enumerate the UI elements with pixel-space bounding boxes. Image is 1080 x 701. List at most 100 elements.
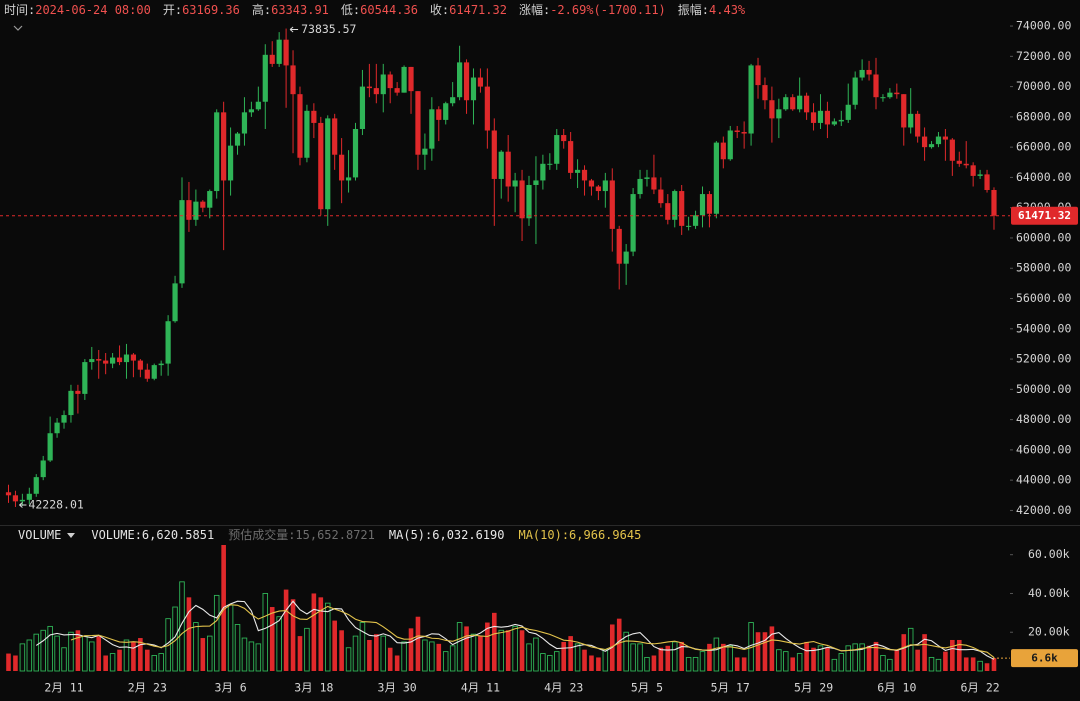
- volume-bar: [54, 635, 60, 672]
- volume-bar: [436, 643, 442, 671]
- volume-bar: [429, 641, 435, 672]
- volume-bar: [762, 632, 768, 671]
- volume-bar: [345, 647, 352, 672]
- volume-bar: [96, 636, 102, 671]
- volume-bar: [616, 618, 622, 671]
- candle-body: [352, 128, 359, 178]
- volume-bar: [186, 597, 192, 671]
- y-tick-label: 42000.00: [1016, 503, 1071, 517]
- volume-bar: [790, 657, 796, 671]
- estimate-legend-entry: 预估成交量:15,652.8721: [228, 528, 375, 542]
- header-label: 涨幅:: [518, 3, 551, 17]
- y-tick-label: 44000.00: [1016, 473, 1071, 487]
- max-arrow: [289, 26, 299, 33]
- candle-body: [332, 118, 338, 155]
- candle-body: [394, 88, 400, 93]
- candle-body: [470, 77, 477, 101]
- y-tick-label: 52000.00: [1016, 352, 1071, 366]
- candle-body: [797, 95, 803, 110]
- candle-body: [450, 97, 456, 104]
- header-value: 61471.32: [449, 3, 507, 17]
- volume-legend: VOLUME VOLUME:6,620.5851 预估成交量:15,652.87…: [18, 526, 655, 544]
- volume-bar: [922, 634, 927, 671]
- volume-bar: [304, 627, 310, 672]
- volume-bar: [685, 656, 692, 672]
- volume-bar: [241, 637, 248, 672]
- candle-body: [172, 283, 178, 322]
- volume-bar: [825, 647, 830, 671]
- candle-body: [75, 390, 81, 394]
- volume-bar: [984, 663, 990, 671]
- volume-bar: [401, 641, 407, 672]
- x-tick-label: 4月 11: [461, 681, 500, 695]
- volume-bar: [519, 630, 525, 671]
- candle-body: [949, 139, 955, 161]
- candle-body: [574, 169, 581, 173]
- volume-bar: [561, 641, 566, 671]
- candle-body: [755, 65, 761, 86]
- candle-body: [540, 163, 546, 181]
- volume-bar: [213, 594, 220, 672]
- volume-bar: [582, 649, 587, 671]
- volume-bar: [943, 651, 948, 671]
- collapse-chevron[interactable]: [13, 25, 23, 31]
- candle-body: [19, 499, 25, 502]
- candle-body: [463, 62, 470, 101]
- header-label: 低:: [340, 3, 361, 17]
- indicator-selector[interactable]: VOLUME: [18, 528, 62, 542]
- volume-bar: [505, 630, 511, 671]
- candle-body: [970, 165, 976, 176]
- candle-body: [221, 112, 227, 181]
- candle-body: [158, 363, 164, 366]
- volume-bar: [339, 630, 344, 671]
- candle-body: [186, 200, 192, 220]
- candle-body: [54, 422, 60, 434]
- candle-body: [547, 163, 553, 165]
- candle-body: [123, 354, 130, 363]
- volume-bar: [478, 636, 483, 671]
- candle-body: [734, 130, 740, 133]
- volume-bar: [109, 653, 116, 672]
- candle-body: [901, 94, 907, 128]
- last-volume-label: 6.6k: [1031, 652, 1058, 665]
- candle-body: [415, 91, 421, 155]
- volume-bar: [873, 641, 879, 671]
- candle-body: [130, 354, 137, 361]
- y-tick-label: 46000.00: [1016, 442, 1071, 456]
- candle-body: [498, 151, 504, 179]
- volume-bar: [692, 656, 699, 672]
- volume-bar: [179, 581, 185, 672]
- volume-bar: [75, 630, 81, 671]
- candle-body: [790, 97, 796, 110]
- volume-bar: [117, 649, 122, 671]
- volume-bar: [103, 655, 108, 671]
- candle-body: [89, 359, 95, 363]
- volume-bar: [727, 645, 734, 672]
- ma-legend-entry: MA(5):6,032.6190: [388, 528, 505, 542]
- candle-body: [262, 54, 268, 102]
- header-value: 2024-06-24 08:00: [35, 3, 151, 17]
- volume-bar: [907, 627, 914, 672]
- volume-bar: [671, 641, 678, 672]
- x-tick-label: 3月 18: [294, 681, 333, 695]
- candle-body: [845, 104, 851, 120]
- volume-bar: [352, 635, 359, 672]
- candle-body: [68, 390, 74, 416]
- candle-body: [665, 203, 671, 220]
- candle-body: [429, 109, 435, 149]
- min-arrow: [19, 502, 27, 508]
- candle-body: [769, 100, 775, 119]
- volume-bar: [568, 636, 573, 671]
- volume-bar: [61, 647, 67, 672]
- candle-body: [269, 54, 275, 64]
- volume-bar: [456, 622, 463, 672]
- volume-bar: [887, 658, 893, 672]
- volume-bar: [811, 647, 816, 671]
- dropdown-arrow[interactable]: [67, 532, 76, 538]
- y-tick-label: 72000.00: [1016, 49, 1071, 63]
- volume-bar: [374, 634, 379, 671]
- volume-bar: [332, 620, 337, 671]
- candle-body: [61, 415, 67, 423]
- candle-body: [304, 110, 310, 158]
- x-tick-label: 5月 29: [794, 681, 833, 695]
